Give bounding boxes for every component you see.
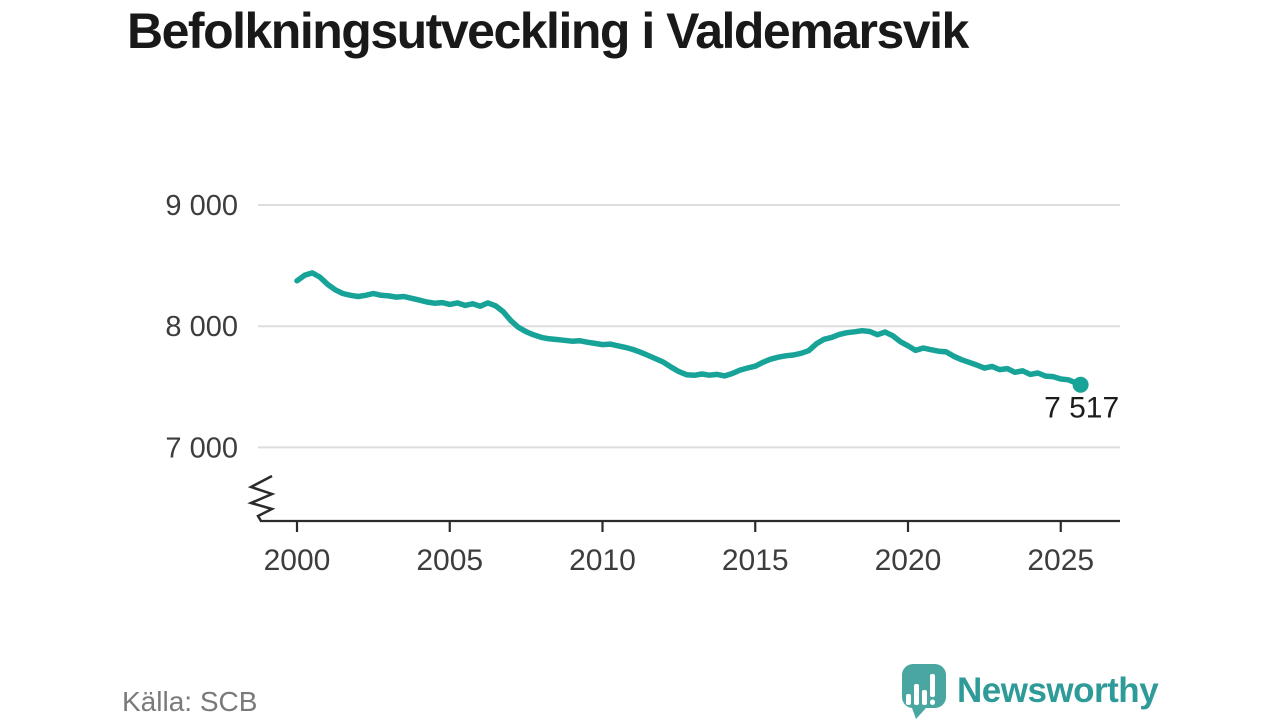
axis-break-icon <box>247 474 276 522</box>
population-line-chart: 7 000 8 000 9 000 2000 2005 2010 2015 2020 2025 7… <box>165 190 1120 577</box>
x-tick-label: 2000 <box>264 544 331 577</box>
newsworthy-logo: Newsworthy <box>901 663 1159 719</box>
end-value-label: 7 517 <box>1044 392 1119 425</box>
y-tick-label: 9 000 <box>165 190 238 222</box>
newsworthy-wordmark: Newsworthy <box>957 671 1159 710</box>
x-tick-label: 2015 <box>722 544 789 577</box>
x-tick-label: 2020 <box>875 544 942 577</box>
x-tick-label: 2005 <box>416 544 483 577</box>
chart-title: Befolkningsutveckling i Valdemarsvik <box>127 3 969 59</box>
x-tick-label: 2025 <box>1027 544 1094 577</box>
population-line <box>294 270 1084 388</box>
y-tick-label: 8 000 <box>165 311 238 343</box>
newsworthy-icon <box>901 664 946 719</box>
end-point-marker <box>1072 376 1089 393</box>
source-label: Källa: SCB <box>122 686 258 717</box>
x-tick-label: 2010 <box>569 544 636 577</box>
y-tick-label: 7 000 <box>165 432 238 464</box>
